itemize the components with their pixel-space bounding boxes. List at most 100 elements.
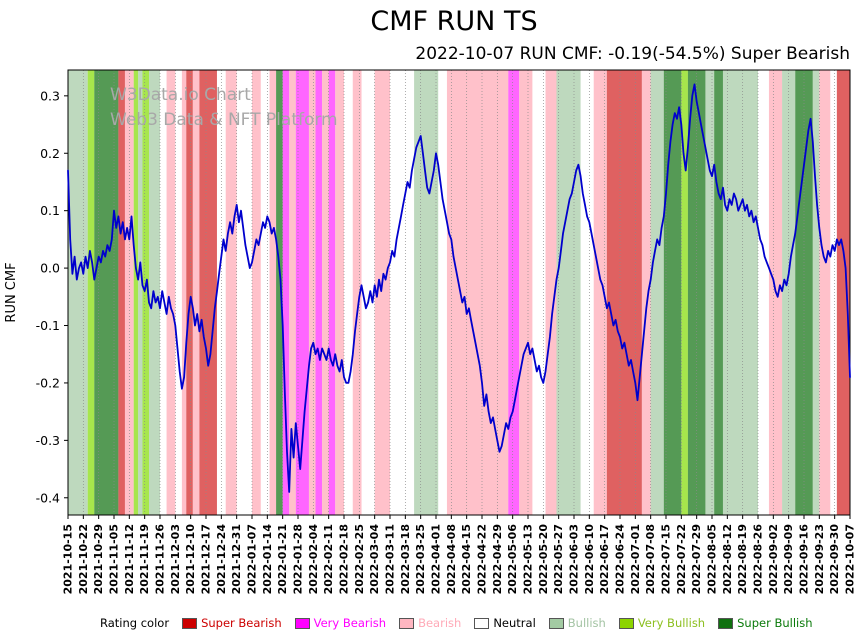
x-tick-label: 2022-08-19 xyxy=(736,524,749,594)
x-tick-label: 2022-05-27 xyxy=(552,524,565,594)
rating-band-bullish xyxy=(812,70,820,515)
x-tick-label: 2022-06-24 xyxy=(614,524,627,595)
rating-band-super_bullish xyxy=(94,70,119,515)
x-tick-label: 2022-01-14 xyxy=(261,524,274,595)
rating-band-bearish xyxy=(269,70,277,515)
y-tick-label: 0.1 xyxy=(40,203,60,218)
chart-title: CMF RUN TS xyxy=(370,6,538,37)
x-tick-label: 2022-03-18 xyxy=(399,524,412,594)
rating-band-super_bullish xyxy=(714,70,723,515)
rating-band-neutral xyxy=(344,70,353,515)
rating-band-neutral xyxy=(237,70,252,515)
rating-band-neutral xyxy=(261,70,270,515)
rating-band-very_bullish xyxy=(142,70,150,515)
rating-swatch-bullish xyxy=(548,617,564,629)
rating-band-bearish xyxy=(545,70,557,515)
rating-swatch-very_bearish xyxy=(294,617,310,629)
x-tick-label: 2022-07-22 xyxy=(675,524,688,594)
x-tick-label: 2022-08-05 xyxy=(706,524,719,594)
x-tick-label: 2022-05-20 xyxy=(537,524,550,595)
x-tick-label: 2021-11-12 xyxy=(123,524,136,594)
legend-item-very_bullish: Very Bullish xyxy=(618,616,706,630)
x-tick-label: 2022-08-12 xyxy=(721,524,734,594)
rating-band-neutral xyxy=(758,70,769,515)
rating-band-bearish xyxy=(519,70,533,515)
x-tick-label: 2022-07-01 xyxy=(629,524,642,594)
rating-band-bullish xyxy=(138,70,143,515)
chart-canvas: W3Data.io Chart Web3 Data & NFT Platform 0… xyxy=(4,69,857,595)
x-tick-label: 2022-07-15 xyxy=(660,524,673,594)
x-tick-label: 2021-12-24 xyxy=(215,524,228,595)
rating-label-super_bullish: Super Bullish xyxy=(737,616,813,630)
x-tick-label: 2022-07-08 xyxy=(644,524,657,594)
x-tick-label: 2021-11-26 xyxy=(154,524,167,595)
x-tick-label: 2022-02-18 xyxy=(338,524,351,594)
x-tick-label: 2022-06-10 xyxy=(583,524,596,595)
x-tick-label: 2021-12-10 xyxy=(184,524,197,595)
x-tick-label: 2021-10-29 xyxy=(92,524,105,594)
x-tick-label: 2022-01-21 xyxy=(276,524,289,594)
rating-band-neutral xyxy=(830,70,837,515)
x-tick-label: 2022-04-22 xyxy=(476,524,489,594)
rating-band-bullish xyxy=(68,70,88,515)
x-tick-label: 2022-09-23 xyxy=(813,524,826,594)
x-tick-label: 2022-06-03 xyxy=(568,524,581,594)
rating-band-very_bullish xyxy=(133,70,139,515)
rating-band-neutral xyxy=(390,70,414,515)
rating-band-bearish xyxy=(252,70,261,515)
rating-band-bearish xyxy=(322,70,329,515)
x-tick-label: 2022-04-29 xyxy=(491,524,504,594)
cmf-line xyxy=(67,83,851,493)
y-tick-label: -0.2 xyxy=(36,375,60,390)
rating-label-very_bullish: Very Bullish xyxy=(637,616,706,630)
x-tick-label: 2022-10-07 xyxy=(844,524,857,594)
x-tick-label: 2022-04-15 xyxy=(460,524,473,594)
rating-label-super_bearish: Super Bearish xyxy=(201,616,282,630)
x-tick-label: 2022-03-04 xyxy=(368,524,381,595)
rating-band-neutral xyxy=(175,70,182,515)
x-tick-label: 2021-11-19 xyxy=(138,524,151,594)
rating-swatch-neutral xyxy=(474,617,490,629)
x-tick-label: 2022-08-26 xyxy=(752,524,765,595)
watermark-line2: Web3 Data & NFT Platform xyxy=(110,110,338,130)
watermark-line1: W3Data.io Chart xyxy=(110,85,251,105)
rating-swatch-super_bearish xyxy=(182,617,198,629)
rating-band-very_bearish xyxy=(315,70,323,515)
rating-band-bullish xyxy=(414,70,439,515)
rating-band-neutral xyxy=(581,70,594,515)
y-tick-label: 0.0 xyxy=(40,261,60,276)
y-axis-label: RUN CMF xyxy=(4,262,19,322)
legend-item-super_bullish: Super Bullish xyxy=(718,616,813,630)
rating-label-bearish: Bearish xyxy=(418,616,462,630)
rating-band-super_bullish xyxy=(276,70,283,515)
rating-swatch-super_bullish xyxy=(718,617,734,629)
rating-band-super_bearish xyxy=(118,70,125,515)
rating-label-neutral: Neutral xyxy=(493,616,536,630)
x-tick-label: 2022-05-06 xyxy=(506,524,519,595)
rating-band-bullish xyxy=(556,70,581,515)
rating-band-bearish xyxy=(225,70,237,515)
rating-band-bearish xyxy=(593,70,607,515)
rating-band-bearish xyxy=(352,70,362,515)
legend-label: Rating color xyxy=(100,616,170,630)
rating-band-bearish xyxy=(289,70,296,515)
rating-band-bearish xyxy=(192,70,200,515)
rating-band-bearish xyxy=(308,70,316,515)
legend-item-super_bearish: Super Bearish xyxy=(182,616,282,630)
x-tick-label: 2022-04-08 xyxy=(445,524,458,594)
x-tick-label: 2022-09-16 xyxy=(798,524,811,595)
x-tick-label: 2022-09-30 xyxy=(828,524,841,595)
rating-band-bearish xyxy=(374,70,390,515)
legend: Rating color Super Bearish Very Bearish Be… xyxy=(100,616,860,630)
rating-band-bearish xyxy=(166,70,176,515)
chart-subtitle: 2022-10-07 RUN CMF: -0.19(-54.5%) Super … xyxy=(415,44,850,64)
rating-band-neutral xyxy=(438,70,447,515)
rating-band-super_bearish xyxy=(186,70,193,515)
rating-band-bullish xyxy=(722,70,758,515)
rating-band-bearish xyxy=(335,70,344,515)
rating-band-bullish xyxy=(650,70,664,515)
x-tick-label: 2022-05-13 xyxy=(522,524,535,594)
x-tick-label: 2021-10-15 xyxy=(62,524,75,594)
legend-item-bullish: Bullish xyxy=(548,616,606,630)
